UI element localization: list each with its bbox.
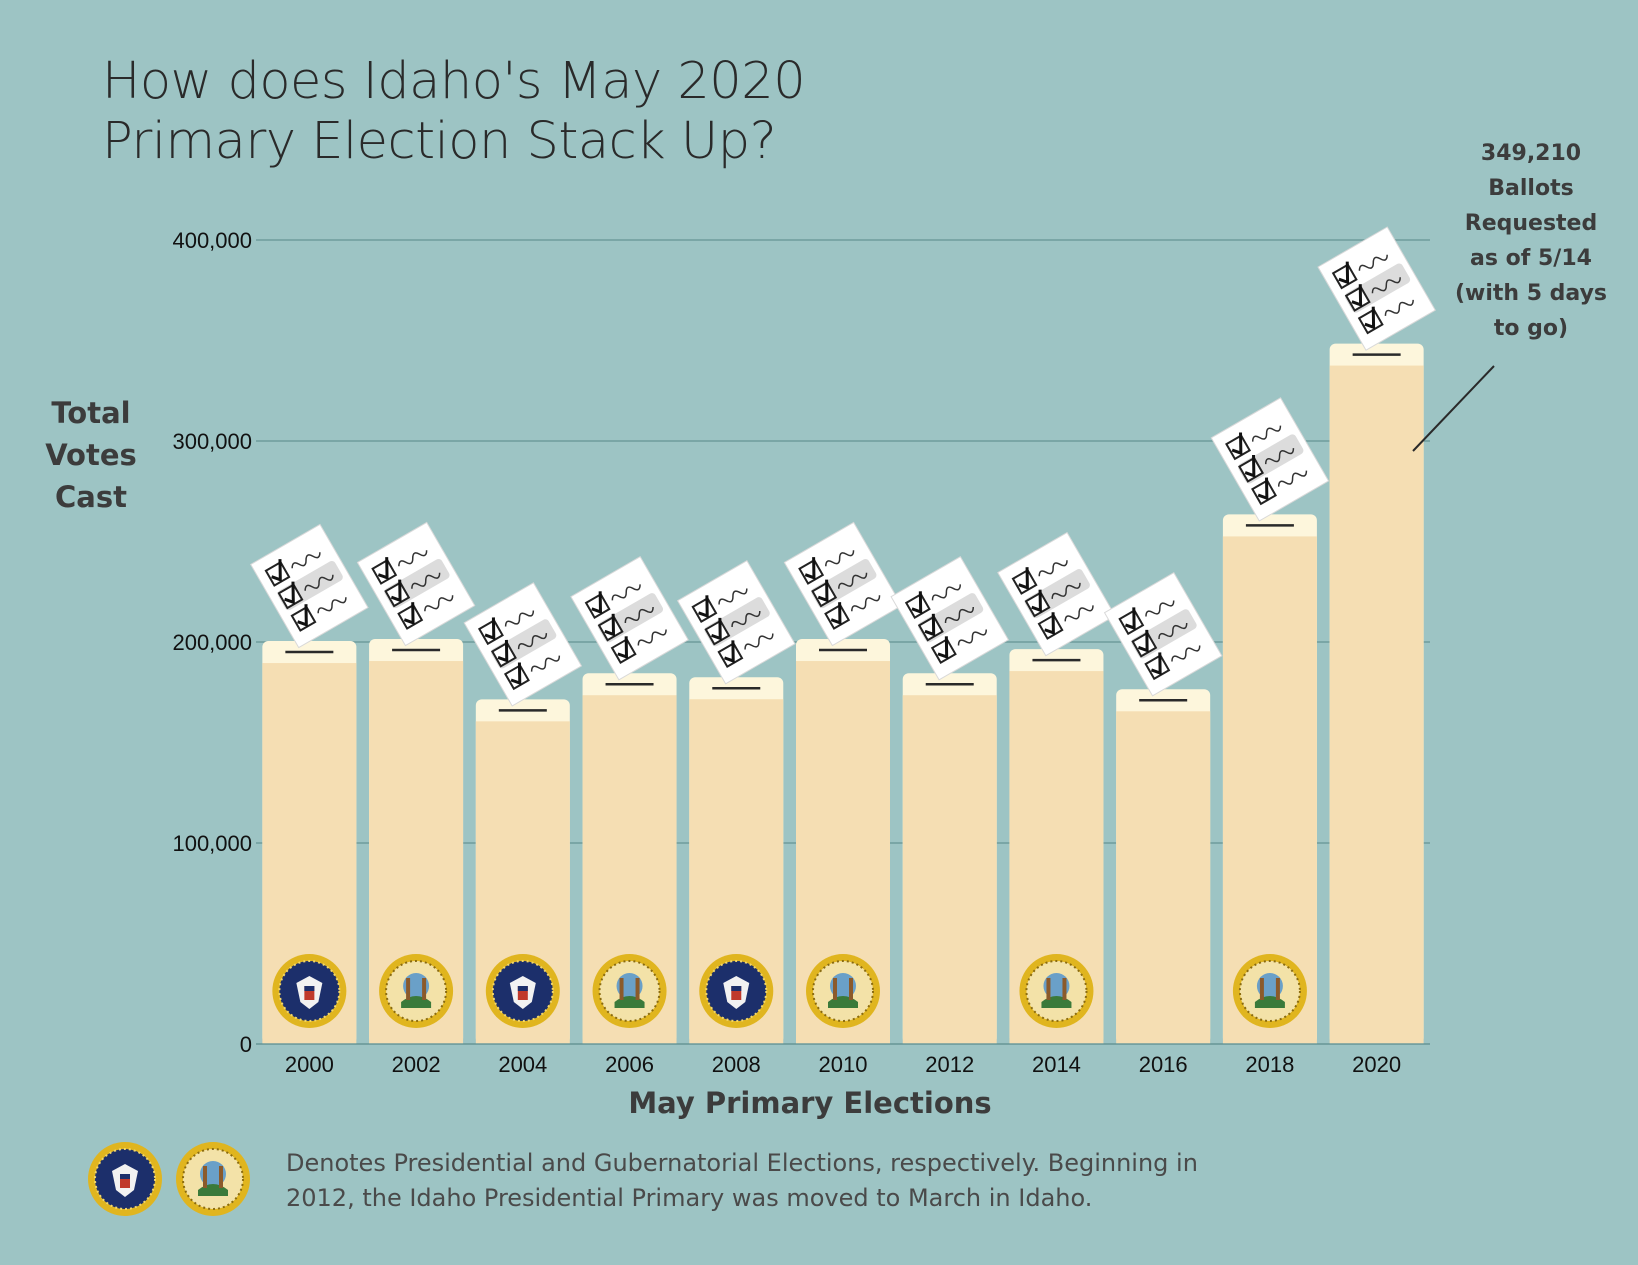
ballot-icon <box>1103 572 1223 697</box>
ballot-icon <box>890 555 1010 681</box>
annotation-line-4: as of 5/14 <box>1470 246 1592 271</box>
ballots-annotation: 349,210 Ballots Requested as of 5/14 (wi… <box>1438 136 1624 346</box>
gubernatorial-seal-icon <box>379 954 454 1028</box>
annotation-line-6: to go) <box>1493 316 1569 341</box>
presidential-seal-legend-icon <box>88 1142 162 1216</box>
ballot-icon <box>356 521 476 647</box>
x-tick-label: 2020 <box>1352 1052 1401 1077</box>
y-axis-label-line-2: Votes <box>45 438 137 472</box>
x-axis-label: May Primary Elections <box>628 1086 992 1120</box>
chart-title: How does Idaho's May 2020 Primary Electi… <box>102 52 1002 172</box>
annotation-leader-line <box>1412 365 1495 452</box>
ballot-icon <box>570 555 689 681</box>
gubernatorial-seal-icon <box>1019 954 1094 1028</box>
annotation-line-3: Requested <box>1464 211 1598 236</box>
ballot-icon <box>997 531 1116 657</box>
y-tick-label: 400,000 <box>172 228 252 253</box>
x-tick-label: 2010 <box>819 1052 868 1077</box>
x-tick-label: 2012 <box>925 1052 974 1077</box>
y-axis-label-line-3: Cast <box>55 480 127 514</box>
presidential-seal-icon <box>272 954 347 1028</box>
y-tick-label: 300,000 <box>172 429 252 454</box>
presidential-seal-icon <box>485 954 560 1028</box>
ballot-icon <box>250 523 369 649</box>
annotation-line-1: 349,210 <box>1480 141 1582 166</box>
annotation-line-5: (with 5 days <box>1454 281 1608 306</box>
x-tick-label: 2002 <box>392 1052 441 1077</box>
ballot-icon <box>463 582 583 707</box>
footnote-line-2: 2012, the Idaho Presidential Primary was… <box>286 1184 1093 1212</box>
x-tick-label: 2018 <box>1245 1052 1294 1077</box>
x-tick-label: 2014 <box>1032 1052 1081 1077</box>
y-axis-label: Total Votes Cast <box>36 392 146 518</box>
bar <box>902 695 997 1044</box>
ballot-icon <box>1317 226 1436 351</box>
x-tick-label: 2004 <box>498 1052 547 1077</box>
ballot-icon <box>783 521 903 647</box>
chart-title-line-1: How does Idaho's May 2020 <box>102 52 806 111</box>
gubernatorial-seal-icon <box>1232 954 1307 1028</box>
ballot-icon <box>676 559 796 685</box>
ballot-icon <box>1210 397 1330 522</box>
annotation-line-2: Ballots <box>1488 176 1574 201</box>
chart-title-line-2: Primary Election Stack Up? <box>102 112 777 171</box>
x-tick-label: 2008 <box>712 1052 761 1077</box>
gubernatorial-seal-icon <box>806 954 880 1028</box>
y-tick-label: 200,000 <box>172 630 252 655</box>
y-tick-label: 0 <box>240 1032 252 1057</box>
gubernatorial-seal-legend-icon <box>176 1142 250 1216</box>
x-tick-label: 2000 <box>285 1052 334 1077</box>
footnote-line-1: Denotes Presidential and Gubernatorial E… <box>286 1149 1198 1177</box>
footnote: Denotes Presidential and Gubernatorial E… <box>286 1146 1286 1216</box>
bar <box>1329 365 1424 1044</box>
gubernatorial-seal-icon <box>592 954 667 1028</box>
y-axis-label-line-1: Total <box>51 396 131 430</box>
presidential-seal-icon <box>699 954 774 1028</box>
x-tick-label: 2016 <box>1139 1052 1188 1077</box>
bar <box>1116 711 1211 1044</box>
y-tick-label: 100,000 <box>172 831 252 856</box>
x-tick-label: 2006 <box>605 1052 654 1077</box>
